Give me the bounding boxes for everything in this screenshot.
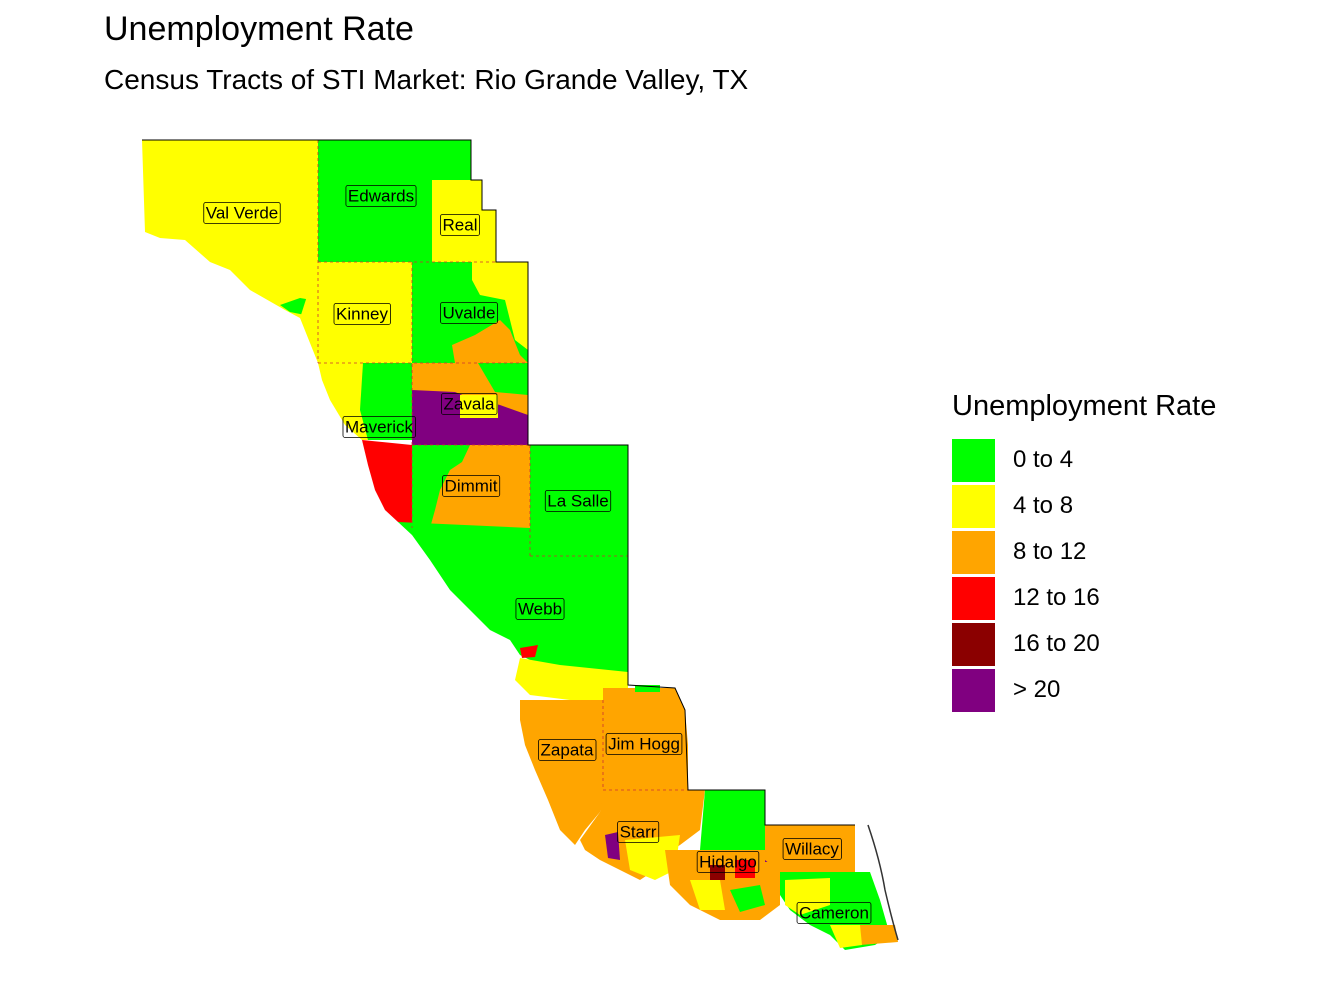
county-label-box: [342, 416, 416, 438]
county-label-webb: Webb: [518, 599, 562, 618]
region-webb-tract-yellow: [515, 658, 628, 700]
county-label-box: [544, 490, 612, 512]
region-edwards: [318, 140, 471, 262]
region-starr-tract-purple: [605, 832, 620, 860]
legend-swatch: [952, 668, 995, 712]
county-label-box: [796, 902, 872, 924]
legend-swatch: [952, 484, 995, 528]
region-webb: [398, 522, 628, 685]
county-label-box: [203, 202, 281, 224]
region-cameron-tract-yellow: [785, 878, 830, 915]
county-label-box: [696, 851, 760, 873]
county-label-box: [442, 475, 501, 497]
region-cameron-tract-yellow-south: [830, 925, 862, 948]
region-hidalgo-tract-green: [730, 885, 765, 912]
legend-label: 16 to 20: [1013, 630, 1100, 657]
legend-label: 12 to 16: [1013, 584, 1100, 611]
county-label-starr: Starr: [620, 822, 657, 841]
county-label-uvalde: Uvalde: [443, 303, 496, 322]
region-zavala-tract-green: [478, 363, 528, 395]
region-uvalde-tract-orange: [452, 320, 528, 363]
market-outline: [142, 139, 855, 826]
region-webb-tract-red: [520, 645, 538, 658]
region-maverick-tract-red: [362, 440, 412, 528]
region-uvalde-tract-yellow: [472, 262, 528, 350]
coastline: [867, 824, 899, 941]
county-label-real: Real: [443, 215, 478, 234]
legend-items: 0 to 4 4 to 8 8 to 12 12 to 16 16 to 20 > 20: [952, 437, 1216, 713]
county-label-box: [333, 303, 391, 325]
county-label-box: [538, 739, 597, 761]
county-label-dimmit: Dimmit: [445, 476, 498, 495]
legend-item: 4 to 8: [952, 483, 1216, 529]
county-borders: [317, 140, 705, 791]
county-label-la-salle: La Salle: [547, 491, 608, 510]
county-label-box: [605, 733, 683, 755]
legend-label: 0 to 4: [1013, 446, 1074, 473]
county-label-box: [515, 598, 565, 620]
legend-swatch: [952, 576, 995, 620]
county-label-box: [617, 821, 660, 843]
legend-item: 16 to 20: [952, 621, 1216, 667]
county-label-box: [345, 185, 417, 207]
legend-label: 4 to 8: [1013, 492, 1074, 519]
legend-item: 0 to 4: [952, 437, 1216, 483]
county-label-val-verde: Val Verde: [206, 203, 278, 222]
legend-item: 12 to 16: [952, 575, 1216, 621]
region-zavala-tract-yellow: [460, 395, 498, 418]
legend-item: 8 to 12: [952, 529, 1216, 575]
region-val-verde: [142, 140, 318, 338]
county-label-box: [440, 214, 480, 236]
region-maverick-tract-green: [360, 363, 412, 440]
region-hidalgo-tract-red: [735, 860, 755, 878]
map-title: Unemployment Rate: [104, 10, 414, 48]
region-jim-hogg: [603, 688, 688, 790]
region-real: [432, 180, 496, 262]
county-label-cameron: Cameron: [799, 903, 869, 922]
region-dimmit-tract-green: [412, 445, 470, 528]
legend-swatch: [952, 622, 995, 666]
legend-title: Unemployment Rate: [952, 390, 1217, 422]
region-hidalgo-north: [700, 790, 765, 855]
region-cameron-tract-orange: [850, 925, 898, 945]
county-label-edwards: Edwards: [348, 186, 414, 205]
region-zapata: [520, 700, 603, 845]
county-label-box: [441, 393, 498, 415]
region-starr-tract-yellow: [625, 835, 680, 880]
legend-label: > 20: [1013, 676, 1061, 703]
legend-item: > 20: [952, 667, 1216, 713]
county-label-hidalgo: Hidalgo: [699, 852, 757, 871]
county-labels: Val Verde Edwards Real Kinney Uvalde Zavala Ma…: [203, 185, 872, 924]
county-label-zapata: Zapata: [541, 740, 594, 759]
county-label-box: [782, 838, 842, 860]
county-label-zavala: Zavala: [443, 394, 495, 413]
county-label-box: [440, 302, 498, 324]
region-la-salle: [530, 445, 628, 556]
county-label-kinney: Kinney: [336, 304, 388, 323]
county-label-maverick: Maverick: [345, 417, 414, 436]
region-willacy: [765, 825, 855, 872]
county-label-willacy: Willacy: [785, 839, 839, 858]
legend: Unemployment Rate 0 to 4 4 to 8 8 to 12 12 …: [952, 390, 1216, 713]
legend-label: 8 to 12: [1013, 538, 1087, 565]
map-subtitle: Census Tracts of STI Market: Rio Grande …: [104, 64, 749, 95]
county-label-jim-hogg: Jim Hogg: [608, 734, 680, 753]
region-kinney: [300, 262, 412, 363]
legend-swatch: [952, 438, 995, 482]
region-hidalgo-tract-yellow: [690, 880, 725, 910]
legend-swatch: [952, 530, 995, 574]
